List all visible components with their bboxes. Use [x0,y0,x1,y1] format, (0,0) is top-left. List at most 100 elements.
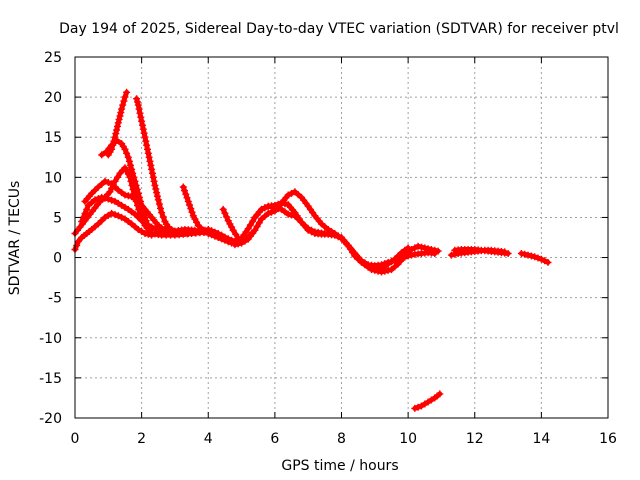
data-point-marker [189,212,197,220]
data-point-marker [132,181,140,189]
data-point-marker [264,202,272,210]
data-point-marker [447,251,455,259]
data-point-marker [171,227,179,235]
data-point-marker [121,145,129,153]
data-point-marker [143,220,151,228]
data-point-marker [384,266,392,274]
data-point-marker [98,193,106,201]
data-point-marker [121,191,129,199]
data-point-marker [284,210,292,218]
data-point-marker [110,137,118,145]
data-point-marker [120,97,128,105]
data-point-marker [214,230,222,238]
data-point-marker [294,215,302,223]
data-point-marker [301,222,309,229]
data-point-marker [258,205,265,213]
y-tick-label: -15 [39,371,62,387]
y-tick-label: 10 [44,170,62,186]
data-point-marker [148,230,156,237]
y-tick-label: -20 [39,411,62,427]
data-point-marker [81,209,89,217]
data-point-marker [157,204,164,212]
data-point-marker [501,248,509,256]
data-point-marker [391,255,399,263]
data-point-marker [150,177,158,185]
data-point-marker [183,194,191,202]
data-point-marker [98,217,106,225]
data-point-marker [288,189,295,197]
data-point-marker [308,226,315,234]
data-point-marker [78,218,86,225]
data-point-marker [381,267,389,275]
x-tick-label: 14 [532,431,550,447]
data-point-marker [129,169,137,177]
data-point-marker [521,250,529,258]
data-point-marker [249,217,257,225]
data-point-marker [135,193,143,201]
data-point-marker [268,203,275,211]
y-tick-label: 0 [53,251,62,267]
data-point-marker [224,235,232,243]
y-tick-label: 5 [53,210,62,226]
data-point-marker [91,186,99,194]
x-tick-label: 2 [137,431,146,447]
data-point-marker [414,403,422,411]
data-point-marker [411,404,419,412]
data-point-marker [151,181,159,189]
data-point-marker [108,180,116,188]
data-point-marker [139,121,146,129]
data-point-marker [134,213,142,221]
data-series-arc15 [517,250,552,266]
data-point-marker [153,192,161,200]
data-point-marker [131,177,139,185]
data-point-marker [378,268,385,276]
x-tick-label: 6 [270,431,279,447]
data-point-marker [368,266,375,274]
data-point-marker [154,228,162,236]
data-point-marker [141,213,149,221]
data-point-marker [134,98,141,106]
data-point-marker [148,165,156,173]
data-series-arc2 [81,177,179,237]
data-point-marker [211,229,219,237]
data-point-marker [153,189,161,197]
data-point-marker [145,153,153,161]
data-point-marker [231,241,239,249]
data-point-marker [139,205,147,213]
data-point-marker [517,250,525,257]
y-tick-label: 15 [44,130,62,146]
data-point-marker [125,157,133,165]
data-point-marker [149,169,156,177]
data-point-marker [118,105,126,113]
data-point-marker [199,226,207,234]
data-point-marker [91,196,99,204]
data-point-marker [101,177,109,185]
x-tick-label: 16 [599,431,617,447]
data-point-marker [408,246,415,253]
data-point-marker [184,197,192,205]
data-point-marker [140,209,148,217]
data-point-marker [143,141,151,149]
data-point-marker [418,243,425,251]
data-point-marker [106,188,114,196]
data-point-marker [104,195,112,203]
data-point-marker [123,88,131,96]
x-tick-label: 8 [337,431,346,447]
data-point-marker [121,164,129,172]
data-point-marker [288,211,295,219]
data-point-marker [223,213,231,221]
data-point-marker [531,253,539,261]
data-point-marker [108,145,116,153]
data-point-marker [133,185,141,193]
data-point-marker [138,201,146,209]
data-series-arc16 [411,390,444,412]
x-tick-label: 10 [399,431,417,447]
data-point-marker [411,244,419,252]
data-point-marker [155,200,163,208]
data-point-marker [181,187,188,195]
data-point-marker [421,244,429,252]
data-point-marker [137,197,144,205]
data-point-marker [232,230,240,238]
data-point-marker [284,191,292,199]
